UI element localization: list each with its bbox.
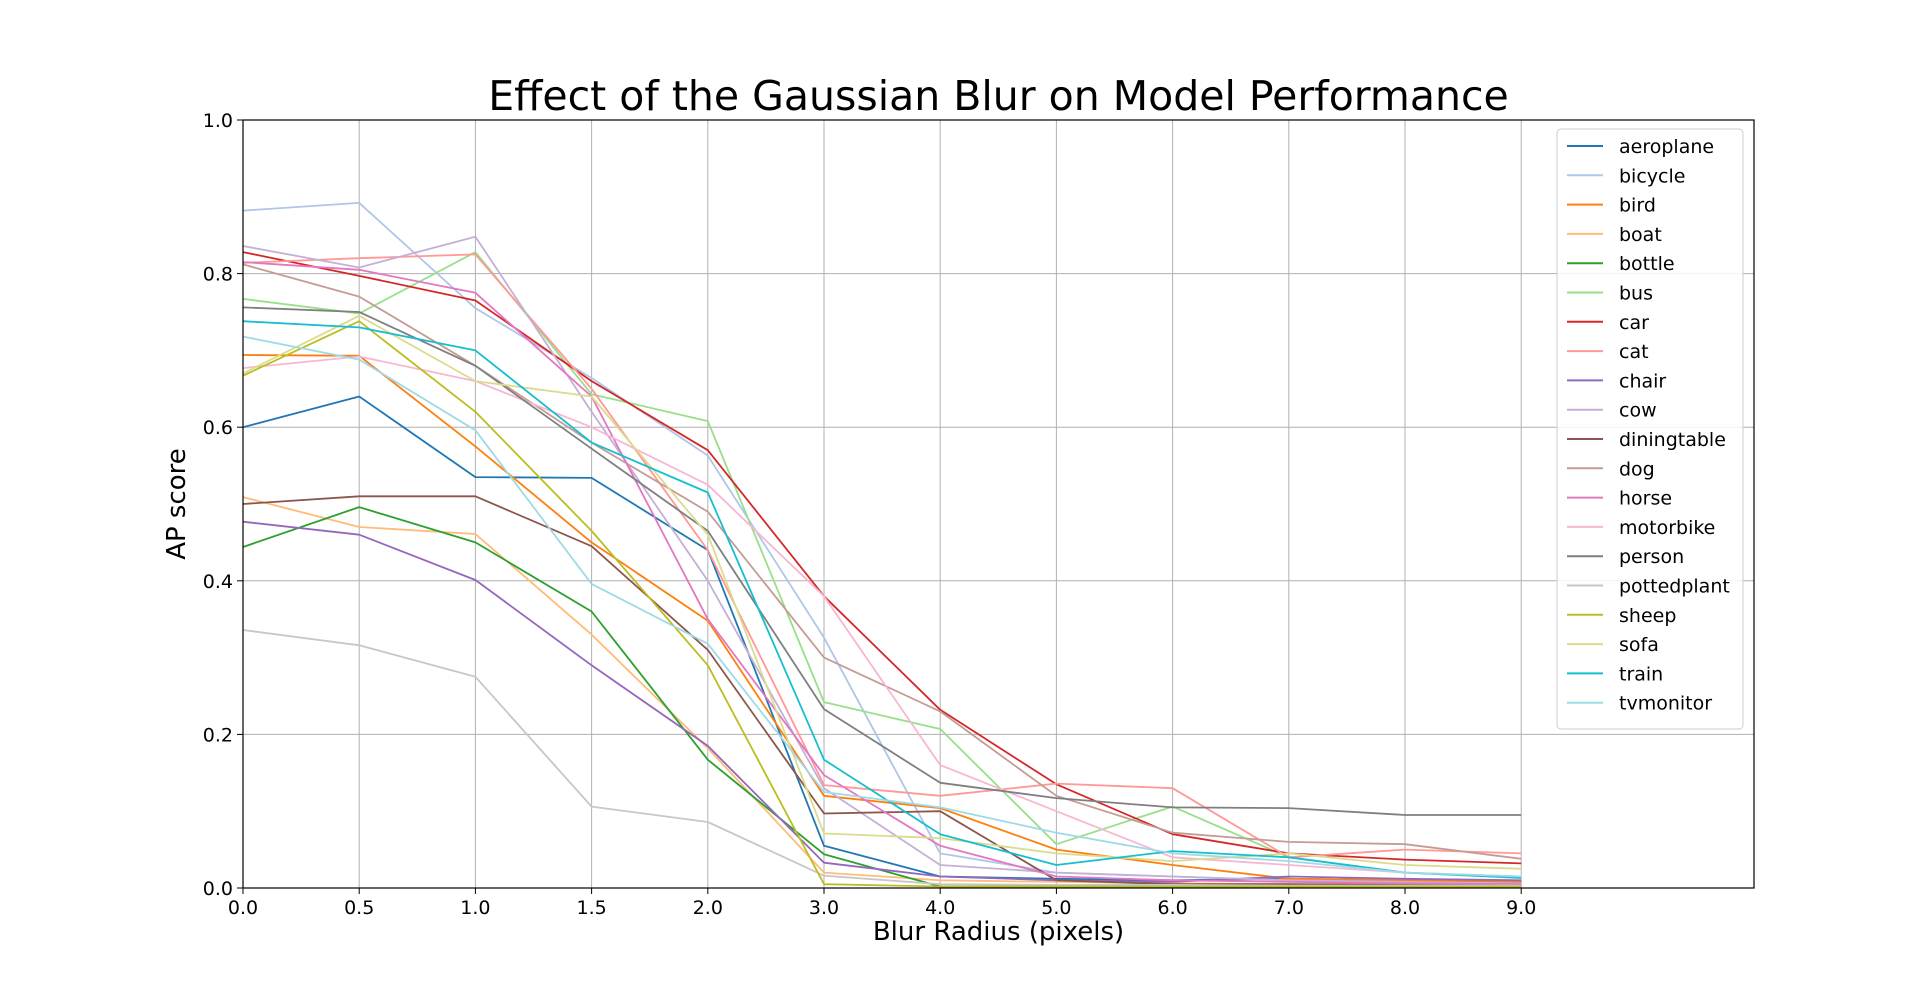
x-tick-label: 0.0	[228, 897, 258, 919]
series-line-bird	[242, 354, 1522, 883]
x-tick-label: 7.0	[1274, 897, 1304, 919]
legend-label-dog: dog	[1619, 458, 1655, 480]
series-line-tvmonitor	[242, 335, 1522, 878]
legend-label-boat: boat	[1619, 224, 1662, 246]
x-tick-label: 9.0	[1506, 897, 1536, 919]
legend-label-car: car	[1619, 312, 1649, 334]
y-tick-label: 0.8	[203, 264, 233, 286]
legend-label-aeroplane: aeroplane	[1619, 136, 1714, 158]
series-line-dog	[242, 263, 1522, 860]
legend-label-sofa: sofa	[1619, 634, 1659, 656]
x-tick-label: 3.0	[809, 897, 839, 919]
legend: aeroplane bicycle bird boat bottle bus car cat c…	[1556, 128, 1744, 730]
x-tick-label: 5.0	[1041, 897, 1071, 919]
legend-label-chair: chair	[1619, 370, 1666, 392]
legend-label-pottedplant: pottedplant	[1619, 576, 1730, 598]
legend-box	[1556, 128, 1744, 730]
series-line-sheep	[242, 320, 1522, 888]
y-tick-label: 0.0	[203, 878, 233, 900]
series-line-chair	[242, 520, 1522, 883]
legend-label-bicycle: bicycle	[1619, 165, 1685, 187]
y-tick-label: 1.0	[203, 110, 233, 132]
y-axis-ticks: 0.0 0.2 0.4 0.6 0.8 1.0	[203, 110, 243, 900]
y-tick-label: 0.6	[203, 417, 233, 439]
x-tick-label: 1.0	[460, 897, 490, 919]
legend-label-horse: horse	[1619, 488, 1672, 510]
series-line-person	[242, 306, 1522, 816]
x-tick-label: 4.0	[925, 897, 955, 919]
legend-label-tvmonitor: tvmonitor	[1619, 693, 1712, 715]
x-axis-label: Blur Radius (pixels)	[873, 917, 1124, 947]
legend-label-cow: cow	[1619, 400, 1657, 422]
legend-label-motorbike: motorbike	[1619, 517, 1715, 539]
chart-title: Effect of the Gaussian Blur on Model Per…	[488, 72, 1508, 120]
y-tick-label: 0.4	[203, 571, 233, 593]
x-tick-label: 0.5	[344, 897, 374, 919]
series-line-motorbike	[242, 355, 1522, 878]
x-tick-label: 1.5	[576, 897, 606, 919]
legend-label-cat: cat	[1619, 341, 1649, 363]
x-axis-ticks: 0.0 0.5 1.0 1.5 2.0 3.0 4.0 5.0 6.0 7.0 8.0 9.0	[228, 888, 1536, 919]
legend-label-bus: bus	[1619, 283, 1653, 305]
y-axis-label: AP score	[162, 448, 192, 560]
x-tick-label: 8.0	[1390, 897, 1420, 919]
legend-label-sheep: sheep	[1619, 605, 1676, 627]
legend-label-bottle: bottle	[1619, 253, 1675, 275]
legend-label-diningtable: diningtable	[1619, 429, 1726, 451]
legend-label-person: person	[1619, 546, 1684, 568]
series-line-cow	[242, 235, 1522, 885]
series-line-train	[242, 320, 1522, 879]
x-tick-label: 2.0	[693, 897, 723, 919]
plot-frame	[242, 119, 1755, 889]
legend-label-train: train	[1619, 663, 1663, 685]
grid	[242, 119, 1754, 889]
series-line-sofa	[242, 314, 1522, 870]
x-tick-label: 6.0	[1157, 897, 1187, 919]
series-line-diningtable	[242, 495, 1522, 886]
series-line-horse	[242, 261, 1522, 886]
series-lines	[242, 201, 1522, 888]
legend-label-bird: bird	[1619, 195, 1656, 217]
y-tick-label: 0.2	[203, 724, 233, 746]
